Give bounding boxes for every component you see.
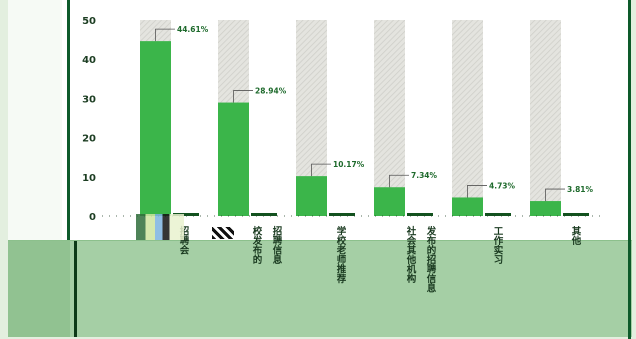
data-label: 4.73% xyxy=(489,181,516,190)
data-label: 10.17% xyxy=(333,160,365,169)
data-label-leader xyxy=(389,174,409,188)
x-category-label: 工作实习 xyxy=(492,226,504,265)
y-axis: 0 10 20 30 40 50 xyxy=(82,16,96,223)
x-category-label: 其他 xyxy=(570,225,583,246)
y-tick-label: 20 xyxy=(82,134,96,145)
left-border-rule xyxy=(67,0,70,240)
data-label-leader xyxy=(467,185,487,198)
bar xyxy=(530,201,561,216)
x-category-label: 招聘会 xyxy=(178,225,190,255)
bottom-swatch xyxy=(8,241,70,337)
y-tick-label: 40 xyxy=(82,55,96,66)
bar-base-stub xyxy=(251,213,277,216)
y-tick-label: 50 xyxy=(82,16,96,27)
bar xyxy=(374,187,405,216)
image-artifact xyxy=(212,227,234,239)
y-tick-label: 10 xyxy=(82,173,96,184)
bottom-divider xyxy=(74,241,77,337)
data-label-leader xyxy=(545,188,565,202)
data-label-leader xyxy=(311,163,331,177)
x-category-label: 发布的招聘信息 xyxy=(425,225,438,293)
x-category-label: 校发布的 xyxy=(251,225,264,265)
bar xyxy=(140,41,171,216)
left-panel xyxy=(8,0,62,240)
right-border-rule xyxy=(628,0,631,339)
bar-base-stub xyxy=(329,213,355,216)
bar-base-stub xyxy=(173,213,199,216)
bar xyxy=(296,176,327,216)
bar xyxy=(218,102,249,216)
x-category-label: 社会其他机构 xyxy=(405,225,418,284)
data-label: 7.34% xyxy=(411,171,438,180)
bar-background xyxy=(452,20,483,216)
data-label: 3.81% xyxy=(567,185,594,194)
image-artifact xyxy=(136,214,184,240)
bar-base-stub xyxy=(563,213,589,216)
y-tick-label: 0 xyxy=(89,212,96,223)
data-label: 28.94% xyxy=(255,87,287,96)
data-label-leader xyxy=(155,28,175,42)
bar-background xyxy=(530,20,561,216)
bar-base-stub xyxy=(407,213,433,216)
data-label-leader xyxy=(233,90,253,103)
bar-base-stub xyxy=(485,213,511,216)
y-tick-label: 30 xyxy=(82,94,96,105)
bar xyxy=(452,197,483,216)
x-category-label: 招聘信息 xyxy=(271,225,283,265)
x-category-label: 学校老师推荐 xyxy=(335,225,348,284)
bottom-panel xyxy=(8,240,632,337)
bars: 44.61% 28.94% 10.17% 7.34% 4.73% 3.81% xyxy=(140,20,594,216)
data-label: 44.61% xyxy=(177,25,209,34)
